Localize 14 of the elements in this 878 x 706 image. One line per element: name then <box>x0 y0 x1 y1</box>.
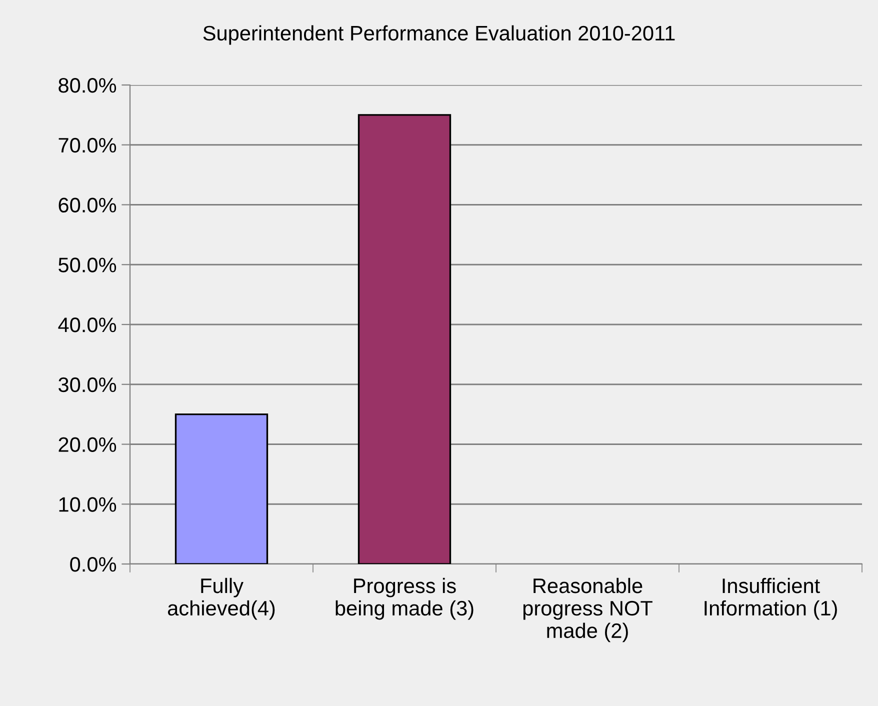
y-tick-label: 50.0% <box>58 258 116 272</box>
y-tick-label: 0.0% <box>70 557 116 572</box>
y-tick-label: 40.0% <box>58 318 116 332</box>
y-tick-label: 70.0% <box>58 138 116 153</box>
x-tick-label: Reasonable progress NOT made (2) <box>523 578 652 642</box>
x-tick-label: Insufficient Information (1) <box>704 578 837 620</box>
y-tick-label: 10.0% <box>59 497 116 512</box>
y-tick-label: 60.0% <box>58 198 116 213</box>
y-tick-label: 80.0% <box>58 78 116 93</box>
y-tick-label: 30.0% <box>58 377 116 392</box>
chart-title: Superintendent Performance Evaluation 2010-2011 <box>203 25 675 45</box>
x-tick-label: Progress is being made (3) <box>336 578 474 620</box>
y-tick-label: 20.0% <box>58 437 116 452</box>
x-tick-label: Fully achieved(4) <box>168 578 275 620</box>
